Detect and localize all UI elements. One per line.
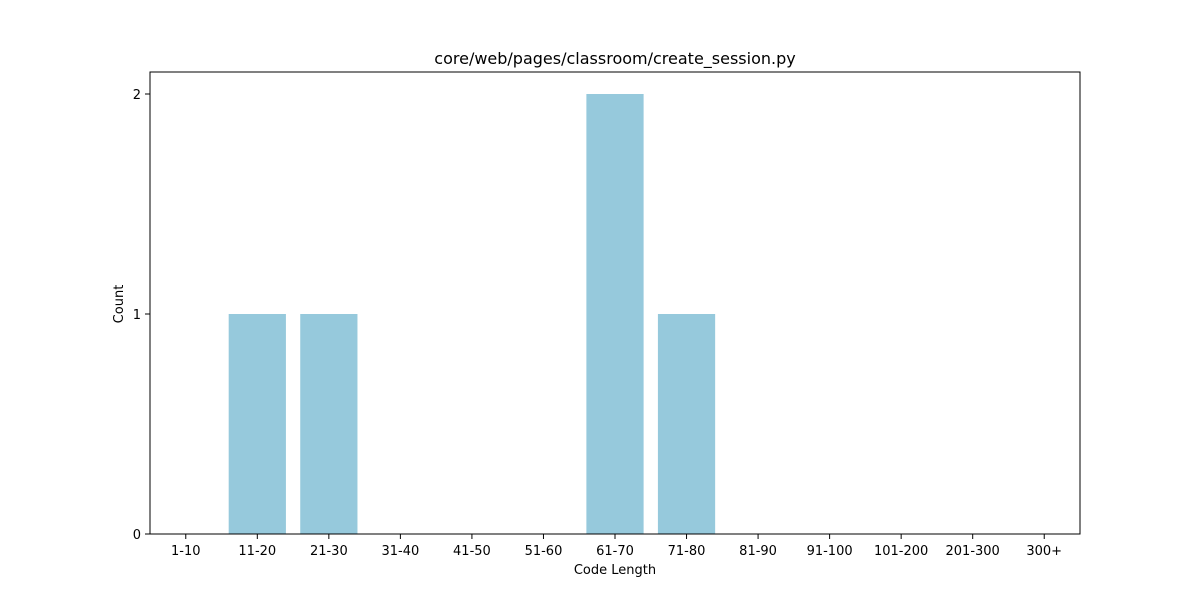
y-axis: 0 1 2 (133, 88, 150, 543)
x-axis: 1-10 11-20 21-30 31-40 41-50 51-60 61-70 71-80 8… (171, 534, 1062, 559)
bars-group (228, 94, 716, 534)
x-tick-label: 31-40 (381, 544, 419, 559)
x-tick-label: 1-10 (171, 544, 201, 559)
bar-61-70 (586, 94, 644, 534)
x-tick-label: 91-100 (807, 544, 853, 559)
bar-21-30 (300, 314, 358, 534)
x-tick-label: 21-30 (310, 544, 348, 559)
x-tick-label: 11-20 (238, 544, 276, 559)
x-tick-label: 201-300 (946, 544, 1000, 559)
x-axis-title: Code Length (574, 563, 656, 578)
bar-71-80 (657, 314, 716, 534)
y-axis-title: Count (112, 285, 127, 324)
x-tick-label: 81-90 (739, 544, 777, 559)
y-tick-label: 2 (133, 88, 141, 103)
x-tick-label: 51-60 (525, 544, 563, 559)
x-tick-label: 300+ (1026, 544, 1062, 559)
y-tick-label: 0 (133, 528, 141, 543)
x-tick-label: 61-70 (596, 544, 634, 559)
x-tick-label: 71-80 (668, 544, 706, 559)
x-tick-label: 101-200 (874, 544, 928, 559)
bar-11-20 (228, 314, 286, 534)
chart-title: core/web/pages/classroom/create_session.… (434, 49, 795, 69)
x-tick-label: 41-50 (453, 544, 491, 559)
y-tick-label: 1 (133, 308, 141, 323)
